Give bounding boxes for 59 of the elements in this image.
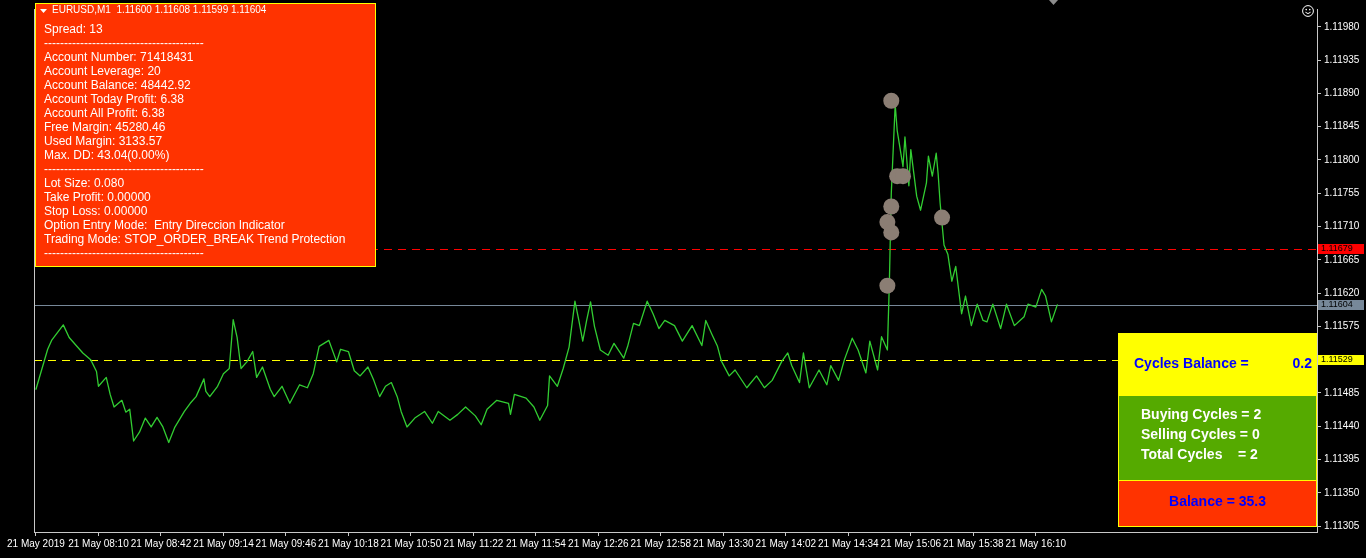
x-tick-label: 21 May 12:26 (568, 537, 630, 549)
x-tick-label: 21 May 15:38 (943, 537, 1005, 549)
x-tick-label: 21 May 11:22 (443, 537, 504, 549)
y-tick-label: 1.11935 (1324, 53, 1360, 65)
y-tick-label: 1.11395 (1324, 453, 1360, 465)
x-tick-label: 21 May 11:54 (505, 537, 567, 549)
y-tick-label: 1.11710 (1324, 220, 1360, 232)
y-tick-label: 1.11575 (1324, 320, 1360, 332)
y-tick-label: 1.11485 (1324, 386, 1360, 398)
annotation: Trading Mode: STOP_ORDER_BREAK Trend Protection (44, 232, 346, 246)
x-tick-label: 21 May 08:10 (68, 537, 130, 549)
annotation: Stop Loss: 0.00000 (44, 204, 148, 218)
x-tick-label: 21 May 15:06 (880, 537, 942, 549)
annotation: 0.2 (1292, 355, 1312, 371)
y-tick-label: 1.11800 (1324, 153, 1360, 165)
ref-line-label: 1.11604 (1321, 299, 1353, 310)
y-tick-label: 1.11980 (1324, 20, 1360, 32)
x-tick-label: 21 May 16:10 (1005, 537, 1067, 549)
annotation: Account All Profit: 6.38 (44, 106, 165, 120)
annotation: Lot Size: 0.080 (44, 176, 125, 190)
annotation: Option Entry Mode: Entry Direccion Indicator (44, 218, 285, 232)
x-tick-label: 21 May 10:50 (380, 537, 442, 549)
y-tick-label: 1.11890 (1324, 87, 1360, 99)
annotation: Buying Cycles = 2 (1141, 406, 1262, 422)
x-tick-label: 21 May 13:30 (693, 537, 755, 549)
y-tick-label: 1.11755 (1324, 186, 1360, 198)
annotation: ---------------------------------------- (44, 36, 204, 50)
y-tick-label: 1.11350 (1324, 486, 1360, 498)
x-tick-label: 21 May 08:42 (130, 537, 192, 549)
x-tick-label: 21 May 09:14 (193, 537, 255, 549)
annotation: Free Margin: 45280.46 (44, 120, 166, 134)
y-tick-label: 1.11440 (1324, 419, 1360, 431)
annotation: Account Leverage: 20 (44, 64, 161, 78)
x-tick-label: 21 May 2019 (7, 537, 66, 549)
x-tick-label: 21 May 10:18 (318, 537, 380, 549)
chart-title: EURUSD,M1 1.11600 1.11608 1.11599 1.11604 (52, 3, 267, 17)
annotation: Account Today Profit: 6.38 (44, 92, 184, 106)
annotation: Take Profit: 0.00000 (44, 190, 151, 204)
annotation: Cycles Balance = (1134, 355, 1249, 371)
y-tick-label: 1.11305 (1324, 519, 1360, 531)
annotation: Selling Cycles = 0 (1141, 426, 1260, 442)
annotation: ---------------------------------------- (44, 246, 204, 260)
y-tick-label: 1.11620 (1324, 286, 1360, 298)
annotation: Used Margin: 3133.57 (44, 134, 163, 148)
x-tick-label: 21 May 14:02 (755, 537, 817, 549)
annotation: Account Balance: 48442.92 (44, 78, 191, 92)
annotation: ---------------------------------------- (44, 162, 204, 176)
y-tick-label: 1.11845 (1324, 120, 1360, 132)
ref-line-label: 1.11679 (1321, 243, 1353, 254)
ref-line-label: 1.11529 (1321, 354, 1353, 365)
annotation: Balance = 35.3 (1168, 493, 1267, 509)
annotation: Total Cycles = 2 (1141, 446, 1258, 462)
annotation: Account Number: 71418431 (44, 50, 194, 64)
x-tick-label: 21 May 14:34 (818, 537, 880, 549)
y-tick-label: 1.11665 (1324, 253, 1360, 265)
x-tick-label: 21 May 12:58 (630, 537, 692, 549)
annotation: Spread: 13 (44, 22, 103, 36)
x-tick-label: 21 May 09:46 (255, 537, 317, 549)
annotation: Max. DD: 43.04(0.00%) (44, 148, 170, 162)
